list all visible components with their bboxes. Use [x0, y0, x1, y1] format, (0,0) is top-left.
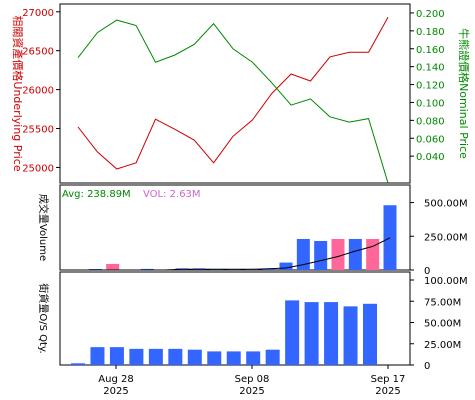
os-qty-bar [207, 351, 222, 365]
os-qty-bar [324, 302, 339, 365]
volume-tick-label: 250.00M [424, 232, 468, 243]
right-tick-label: 0.140 [416, 63, 445, 74]
os-qty-bar [187, 349, 202, 365]
volume-avg-label: Avg: 238.89M [62, 189, 131, 200]
volume-bar [279, 262, 293, 270]
os-qty-tick-label: 75.00M [424, 297, 461, 308]
volume-tick-label: 500.00M [424, 199, 468, 210]
volume-bar [314, 240, 328, 270]
os-qty-bar [168, 348, 183, 365]
left-tick-label: 26500 [22, 47, 54, 58]
volume-tick-label: 0 [424, 266, 430, 277]
x-tick-label: Sep 17 [371, 374, 406, 385]
left-tick-label: 25500 [22, 125, 54, 136]
volume-current-label: VOL: 2.63M [143, 189, 201, 200]
os-qty-tick-label: 50.00M [424, 319, 461, 330]
os-qty-bar [226, 351, 241, 365]
volume-bar [262, 268, 276, 270]
volume-bar [383, 205, 397, 270]
os-qty-axis-title: 街貨量O/S Qty. [37, 283, 50, 353]
volume-bar [296, 238, 310, 270]
os-qty-tick-label: 25.00M [424, 340, 461, 351]
volume-average-line [78, 237, 391, 271]
os-qty-bar [363, 303, 377, 365]
left-tick-label: 27000 [22, 8, 54, 19]
os-qty-bar [109, 347, 124, 365]
left-tick-label: 26000 [22, 86, 54, 97]
price-panel-frame [59, 3, 411, 184]
x-tick-year: 2025 [375, 386, 400, 397]
right-tick-label: 0.200 [416, 9, 445, 20]
right-tick-label: 0.080 [416, 116, 445, 127]
os-qty-bar [129, 348, 144, 365]
right-tick-label: 0.040 [416, 152, 445, 163]
x-tick-year: 2025 [239, 386, 264, 397]
os-qty-tick-label: 0 [424, 361, 430, 372]
nominal-price-axis-title: 牛熊證價格Nominal Price [457, 28, 471, 159]
x-tick-label: Sep 08 [235, 374, 270, 385]
os-qty-tick-label: 100.00M [424, 276, 468, 287]
x-tick-label: Aug 28 [98, 374, 133, 385]
volume-bar [106, 263, 120, 270]
right-tick-label: 0.100 [416, 98, 445, 109]
right-tick-label: 0.160 [416, 45, 445, 56]
right-tick-label: 0.060 [416, 134, 445, 145]
underlying-price-line [77, 16, 389, 170]
volume-bar [366, 238, 380, 270]
volume-bar [331, 238, 345, 270]
os-qty-bar [246, 351, 261, 365]
os-qty-bar [265, 349, 280, 365]
os-qty-bar [285, 300, 300, 365]
volume-bar [348, 238, 362, 270]
os-qty-bar [90, 347, 105, 365]
nominal-price-line [77, 19, 389, 184]
volume-axis-title: 成交量Volume [37, 194, 50, 261]
os-qty-bar [71, 363, 85, 365]
volume-bar [140, 268, 154, 270]
right-tick-label: 0.180 [416, 27, 445, 38]
os-qty-bar [148, 348, 163, 365]
os-qty-bar [304, 302, 319, 365]
left-tick-label: 25000 [22, 163, 54, 174]
underlying-price-axis-title: 相關資產價格Underlying Price [11, 15, 25, 171]
right-tick-label: 0.120 [416, 81, 445, 92]
os-qty-bar [343, 306, 358, 365]
x-tick-year: 2025 [103, 386, 128, 397]
